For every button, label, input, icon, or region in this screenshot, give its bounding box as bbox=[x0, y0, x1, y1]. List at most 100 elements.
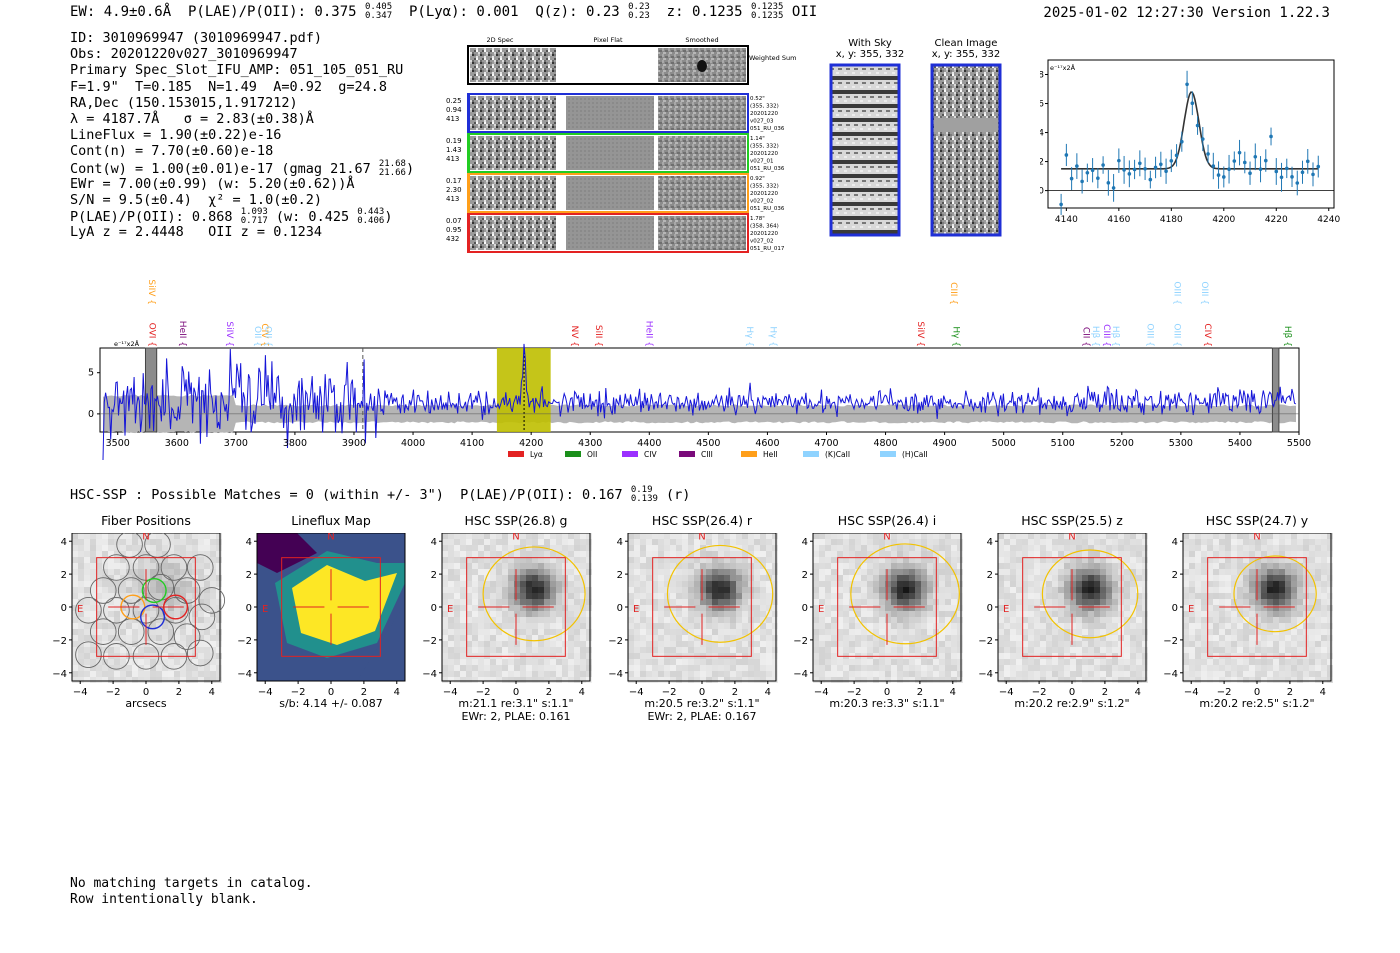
pixel bbox=[879, 617, 885, 623]
pixel bbox=[1309, 533, 1315, 539]
pixel bbox=[819, 599, 825, 605]
search-box bbox=[96, 557, 196, 657]
pixel bbox=[1070, 545, 1076, 551]
pixel bbox=[903, 533, 909, 539]
pixel bbox=[724, 545, 730, 551]
zoom-xtick-label: 4140 bbox=[1055, 215, 1078, 225]
spectrum-unit: e⁻¹⁷x2Å bbox=[114, 339, 140, 348]
pixel bbox=[180, 587, 186, 593]
pixel bbox=[849, 623, 855, 629]
pixel bbox=[730, 659, 736, 665]
pixel bbox=[1130, 563, 1136, 569]
pixel bbox=[514, 599, 520, 605]
pixel bbox=[216, 581, 222, 587]
pixel bbox=[586, 593, 592, 599]
pixel bbox=[1058, 677, 1064, 683]
pixel bbox=[921, 593, 927, 599]
pixel bbox=[688, 575, 694, 581]
pixel bbox=[1064, 617, 1070, 623]
pixel bbox=[514, 569, 520, 575]
pixel bbox=[772, 575, 778, 581]
pixel bbox=[1130, 593, 1136, 599]
pixel bbox=[1010, 587, 1016, 593]
legend-swatch bbox=[565, 451, 581, 457]
pixel bbox=[84, 677, 90, 683]
pixel bbox=[1064, 623, 1070, 629]
panel-xtick-label: 2 bbox=[546, 687, 552, 698]
pixel bbox=[1040, 605, 1046, 611]
pixel bbox=[664, 587, 670, 593]
pixel bbox=[526, 629, 532, 635]
pixel bbox=[634, 653, 640, 659]
pixel bbox=[150, 677, 156, 683]
pixel bbox=[1058, 647, 1064, 653]
pixel bbox=[1267, 659, 1273, 665]
pixel bbox=[998, 563, 1004, 569]
fiber-circle bbox=[147, 618, 175, 645]
pixel bbox=[1034, 599, 1040, 605]
pixel bbox=[1094, 563, 1100, 569]
pixel bbox=[1070, 581, 1076, 587]
pixel bbox=[1309, 653, 1315, 659]
pixel bbox=[1022, 629, 1028, 635]
pixel bbox=[766, 665, 772, 671]
pixel bbox=[1201, 569, 1207, 575]
pixel bbox=[1189, 569, 1195, 575]
pixel bbox=[1189, 617, 1195, 623]
pixel bbox=[724, 635, 730, 641]
pixel bbox=[640, 653, 646, 659]
pixel bbox=[1100, 617, 1106, 623]
pixel bbox=[855, 665, 861, 671]
pixel bbox=[180, 569, 186, 575]
pixel bbox=[1070, 611, 1076, 617]
pixel bbox=[132, 533, 138, 539]
pixel bbox=[682, 635, 688, 641]
pixel bbox=[688, 545, 694, 551]
pixel bbox=[150, 611, 156, 617]
pixel bbox=[186, 617, 192, 623]
pixel bbox=[837, 671, 843, 677]
pixel bbox=[676, 545, 682, 551]
pixel bbox=[813, 593, 819, 599]
pixel bbox=[819, 575, 825, 581]
header-timestamp: 2025-01-02 12:27:30 Version 1.22.3 bbox=[1043, 5, 1330, 21]
pixel bbox=[216, 539, 222, 545]
pixel bbox=[508, 665, 514, 671]
pixel bbox=[204, 551, 210, 557]
pixel bbox=[879, 611, 885, 617]
pixel bbox=[1076, 617, 1082, 623]
pixel bbox=[915, 599, 921, 605]
pixel bbox=[676, 587, 682, 593]
pixel bbox=[634, 587, 640, 593]
pixel bbox=[640, 581, 646, 587]
info-sn: S/N = 9.5(±0.4) χ² = 1.0(±0.2) bbox=[70, 191, 322, 208]
pixel bbox=[550, 599, 556, 605]
pixel bbox=[544, 533, 550, 539]
pixel bbox=[939, 551, 945, 557]
pixel bbox=[454, 593, 460, 599]
pixel bbox=[730, 605, 736, 611]
pixel bbox=[442, 587, 448, 593]
pixel bbox=[1219, 671, 1225, 677]
pixel bbox=[1142, 665, 1148, 671]
pixel bbox=[1028, 647, 1034, 653]
pixel bbox=[831, 551, 837, 557]
pixel bbox=[198, 593, 204, 599]
pixel bbox=[1183, 593, 1189, 599]
pixel bbox=[544, 593, 550, 599]
pixel bbox=[490, 551, 496, 557]
pixel bbox=[885, 635, 891, 641]
pixel bbox=[825, 575, 831, 581]
pixel bbox=[1034, 623, 1040, 629]
pixel bbox=[1058, 533, 1064, 539]
pixel bbox=[1124, 611, 1130, 617]
pixel bbox=[1291, 581, 1297, 587]
pixel bbox=[724, 539, 730, 545]
pixel bbox=[102, 539, 108, 545]
pixel bbox=[825, 539, 831, 545]
pixel bbox=[168, 545, 174, 551]
pixel bbox=[526, 623, 532, 629]
pixel bbox=[837, 629, 843, 635]
pixel bbox=[496, 539, 502, 545]
pixel bbox=[1273, 605, 1279, 611]
